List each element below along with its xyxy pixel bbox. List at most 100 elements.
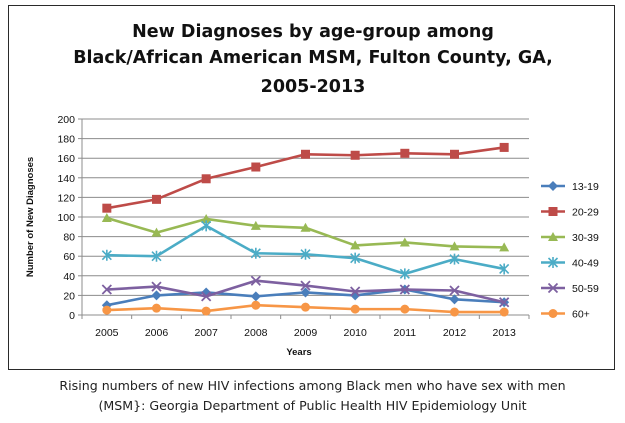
legend-item-13-19: 13-19 bbox=[541, 181, 599, 193]
data-point-60+-2012 bbox=[450, 307, 459, 317]
data-point-40-49-2009 bbox=[300, 248, 311, 260]
data-point-50-59-2006 bbox=[151, 281, 162, 292]
legend-swatch-marker bbox=[548, 309, 558, 318]
legend-label: 60+ bbox=[572, 309, 590, 321]
legend-label: 40-49 bbox=[572, 258, 599, 270]
data-point-13-19-2012 bbox=[449, 294, 460, 305]
legend-swatch-marker bbox=[548, 181, 558, 191]
data-point-40-49-2011 bbox=[399, 268, 410, 280]
figure-caption: Rising numbers of new HIV infections amo… bbox=[0, 376, 625, 416]
y-axis-title: Number of New Diagnoses bbox=[25, 157, 36, 277]
data-point-60+-2007 bbox=[201, 306, 211, 316]
data-point-40-49-2013 bbox=[499, 263, 510, 275]
data-point-50-59-2012 bbox=[449, 285, 460, 296]
x-tick-label: 2006 bbox=[145, 327, 169, 339]
data-point-50-59-2007 bbox=[201, 291, 212, 302]
data-point-50-59-2013 bbox=[499, 297, 510, 308]
chart-title-line-3: 2005-2013 bbox=[261, 77, 366, 97]
gridlines bbox=[82, 118, 529, 296]
data-point-30-39-2007 bbox=[201, 213, 212, 223]
data-point-40-49-2005 bbox=[101, 249, 112, 261]
y-tick-label: 40 bbox=[63, 271, 75, 283]
data-point-30-39-2012 bbox=[449, 241, 460, 251]
legend: 13-19 20-29 30-39 40-49 50-59 60+ bbox=[541, 181, 599, 321]
caption-line-2: (MSM}: Georgia Department of Public Heal… bbox=[98, 398, 527, 413]
legend-label: 50-59 bbox=[572, 283, 599, 295]
y-tick-label: 180 bbox=[57, 134, 75, 146]
legend-swatch-marker bbox=[548, 207, 558, 216]
data-point-13-19-2008 bbox=[250, 291, 261, 302]
data-point-20-29-2006 bbox=[152, 194, 161, 204]
data-point-60+-2009 bbox=[301, 302, 310, 312]
legend-item-30-39: 30-39 bbox=[541, 232, 599, 244]
data-point-50-59-2005 bbox=[101, 284, 112, 295]
data-point-60+-2011 bbox=[400, 304, 410, 314]
data-point-30-39-2011 bbox=[399, 237, 410, 247]
data-point-20-29-2010 bbox=[350, 150, 360, 160]
data-point-30-39-2006 bbox=[151, 227, 162, 237]
y-tick-label: 60 bbox=[63, 251, 75, 263]
data-point-20-29-2009 bbox=[301, 149, 310, 159]
data-point-30-39-2013 bbox=[499, 242, 510, 252]
y-tick-label: 140 bbox=[57, 173, 75, 185]
x-tick-label: 2008 bbox=[244, 327, 268, 339]
x-tick-label: 2013 bbox=[492, 327, 516, 339]
x-tick-label: 2009 bbox=[294, 327, 318, 339]
y-tick-label: 20 bbox=[63, 290, 75, 302]
legend-label: 20-29 bbox=[572, 207, 599, 219]
line-chart: New Diagnoses by age-group among Black/A… bbox=[25, 22, 599, 358]
data-point-40-49-2008 bbox=[250, 247, 261, 259]
y-tick-label: 80 bbox=[63, 232, 75, 244]
data-point-20-29-2008 bbox=[251, 162, 261, 172]
legend-label: 30-39 bbox=[572, 232, 599, 244]
data-point-60+-2005 bbox=[102, 305, 112, 315]
data-point-60+-2008 bbox=[251, 300, 261, 310]
data-point-30-39-2008 bbox=[250, 220, 261, 230]
caption-line-1: Rising numbers of new HIV infections amo… bbox=[59, 378, 566, 393]
data-point-13-19-2006 bbox=[151, 290, 162, 301]
axes: 0 20 40 60 80 100 120 140 160 180 200 2005 2006 2007 2… bbox=[57, 114, 530, 339]
series-line-30-39 bbox=[106, 216, 505, 249]
series-50-59 bbox=[101, 275, 510, 308]
data-point-50-59-2008 bbox=[250, 275, 261, 286]
data-point-50-59-2011 bbox=[399, 284, 410, 295]
data-point-50-59-2010 bbox=[350, 286, 361, 297]
data-point-60+-2006 bbox=[152, 303, 161, 313]
data-point-30-39-2010 bbox=[350, 240, 361, 250]
legend-item-20-29: 20-29 bbox=[541, 207, 599, 219]
data-point-30-39-2009 bbox=[300, 222, 311, 232]
y-tick-label: 120 bbox=[57, 192, 75, 204]
data-point-60+-2010 bbox=[350, 304, 360, 314]
legend-swatch-marker bbox=[547, 282, 559, 294]
data-point-20-29-2011 bbox=[400, 148, 410, 158]
chart-title-line-1: New Diagnoses by age-group among bbox=[132, 22, 494, 42]
series-layer bbox=[101, 142, 510, 317]
series-30-39 bbox=[101, 212, 510, 252]
data-point-20-29-2012 bbox=[450, 149, 459, 159]
series-40-49 bbox=[101, 220, 510, 280]
x-tick-label: 2010 bbox=[343, 327, 367, 339]
series-20-29 bbox=[102, 142, 509, 213]
y-tick-label: 0 bbox=[69, 310, 75, 322]
y-tick-label: 200 bbox=[57, 114, 75, 126]
x-tick-label: 2012 bbox=[443, 327, 467, 339]
x-tick-label: 2007 bbox=[194, 327, 218, 339]
legend-item-60+: 60+ bbox=[541, 309, 590, 321]
data-point-20-29-2005 bbox=[102, 203, 112, 213]
legend-item-40-49: 40-49 bbox=[541, 257, 599, 270]
series-60+ bbox=[102, 300, 509, 317]
legend-swatch-marker bbox=[548, 232, 558, 241]
x-tick-label: 2005 bbox=[95, 327, 119, 339]
data-point-20-29-2007 bbox=[201, 174, 211, 184]
chart-frame: New Diagnoses by age-group among Black/A… bbox=[8, 5, 615, 370]
data-point-60+-2013 bbox=[499, 307, 509, 317]
data-point-40-49-2006 bbox=[151, 250, 162, 262]
legend-label: 13-19 bbox=[572, 181, 599, 193]
data-point-30-39-2005 bbox=[101, 212, 112, 222]
data-point-13-19-2009 bbox=[300, 287, 311, 298]
data-point-40-49-2007 bbox=[201, 220, 212, 232]
chart-title-line-2: Black/African American MSM, Fulton Count… bbox=[73, 48, 553, 68]
y-tick-label: 160 bbox=[57, 153, 75, 165]
data-point-40-49-2010 bbox=[350, 252, 361, 264]
legend-swatch-marker bbox=[547, 257, 559, 268]
